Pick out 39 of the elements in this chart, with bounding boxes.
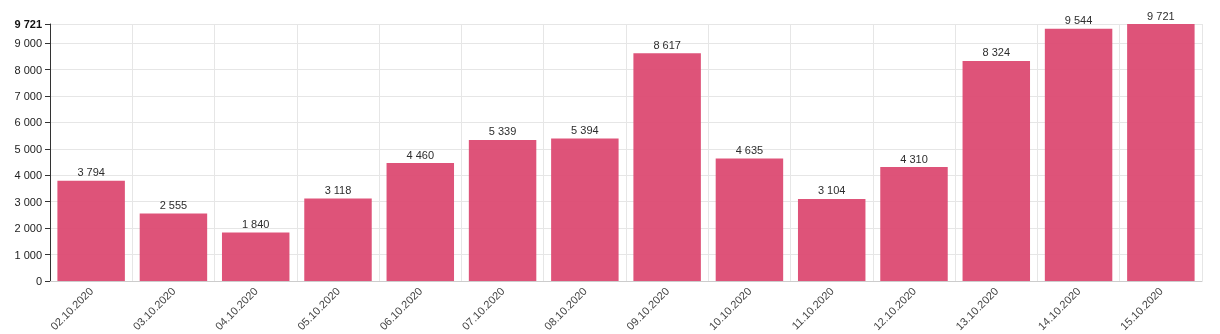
y-tick-label: 6 000 [14,116,42,129]
bar [221,232,290,282]
bar [797,198,866,282]
bar [57,180,125,282]
data-label: 3 104 [817,184,846,197]
bar [139,213,208,282]
y-tick-label: 3 000 [14,195,42,208]
data-label: 2 555 [159,199,188,211]
bar [633,53,701,282]
y-tick-label: 1 000 [14,248,42,261]
data-label: 9 721 [1147,9,1175,22]
data-label: 4 460 [406,148,435,161]
data-label: 4 310 [900,152,928,165]
bar [880,167,948,282]
bar [304,198,372,282]
data-label: 9 544 [1064,14,1093,27]
bar [386,163,455,282]
bar [468,139,537,282]
bar [715,158,784,282]
data-label: 1 840 [241,217,270,230]
y-tick-label: 5 000 [14,142,42,155]
bar [551,138,619,282]
bar [1044,28,1113,282]
bar [962,60,1031,282]
y-tick-label: 2 000 [14,222,42,235]
y-tick-label: 8 000 [14,63,42,76]
y-tick-label: 7 000 [14,89,42,102]
y-tick-label: 9 721 [14,18,42,30]
y-tick-label: 0 [35,275,42,288]
bar [1127,24,1195,282]
data-label: 8 617 [653,38,681,51]
data-label: 5 394 [571,123,599,136]
y-tick-label: 9 000 [14,37,42,50]
data-label: 3 118 [324,184,352,197]
data-label: 3 794 [77,166,105,179]
data-label: 4 635 [735,143,764,156]
data-label: 8 324 [982,46,1011,59]
data-label: 5 339 [488,125,517,138]
y-tick-label: 4 000 [14,169,42,182]
